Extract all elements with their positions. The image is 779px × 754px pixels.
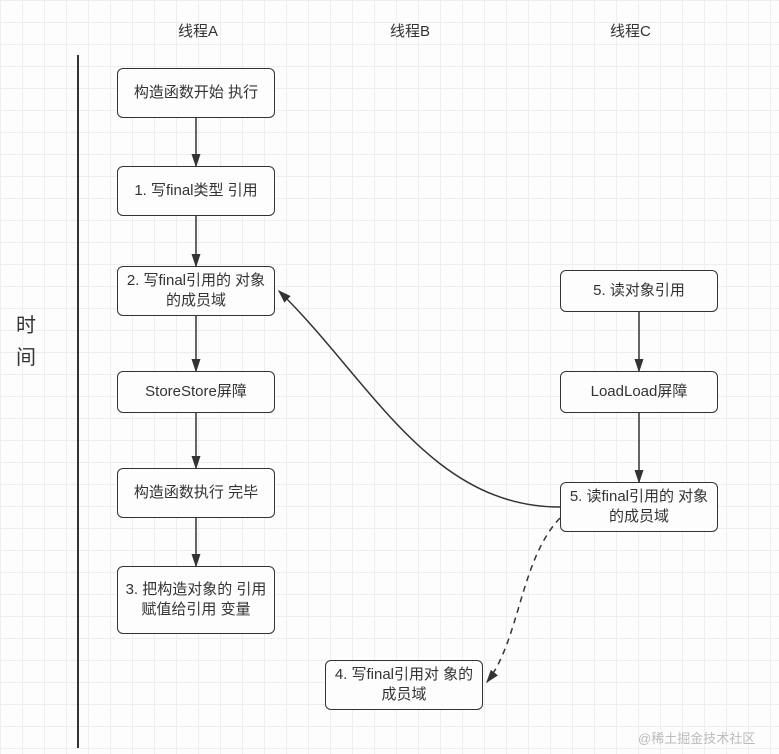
thread-a-header: 线程A [178, 20, 218, 41]
node-constructor-start: 构造函数开始 执行 [117, 68, 275, 118]
thread-c-header: 线程C [610, 20, 651, 41]
node-assign-ref-variable: 3. 把构造对象的 引用赋值给引用 变量 [117, 566, 275, 634]
thread-b-header: 线程B [390, 20, 430, 41]
node-loadload-barrier: LoadLoad屏障 [560, 371, 718, 413]
time-axis-line [77, 55, 79, 748]
node-constructor-end: 构造函数执行 完毕 [117, 468, 275, 518]
node-write-final-ref-member: 2. 写final引用的 对象的成员域 [117, 266, 275, 316]
node-read-final-ref-member: 5. 读final引用的 对象的成员域 [560, 482, 718, 532]
node-write-final-type-ref: 1. 写final类型 引用 [117, 166, 275, 216]
time-axis-label: 时 间 [15, 310, 37, 374]
node-storestore-barrier: StoreStore屏障 [117, 371, 275, 413]
node-read-object-ref: 5. 读对象引用 [560, 270, 718, 312]
node-thread-b-write-member: 4. 写final引用对 象的成员域 [325, 660, 483, 710]
watermark: @稀土掘金技术社区 [638, 728, 755, 747]
